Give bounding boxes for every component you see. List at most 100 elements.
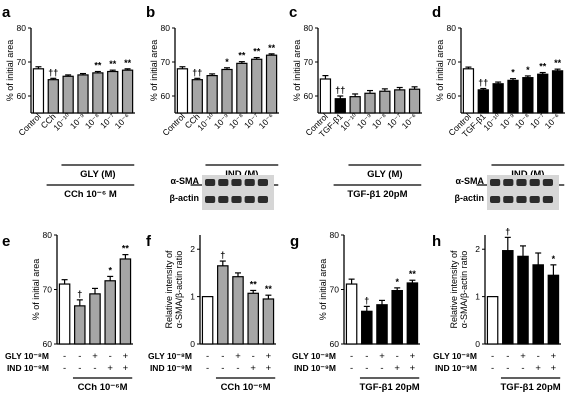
condition-row-label: GLY 10⁻⁸M xyxy=(5,351,49,361)
condition-sign: + xyxy=(379,351,385,362)
condition-sign: + xyxy=(535,363,541,374)
condition-sign: - xyxy=(350,363,353,374)
significance-mark: ** xyxy=(109,59,117,69)
bar xyxy=(551,70,564,114)
y-tick-label: 0 xyxy=(475,339,480,349)
y-axis-label: % of initial area xyxy=(292,40,302,102)
bar xyxy=(345,283,358,345)
bar xyxy=(217,265,229,345)
bar xyxy=(492,83,504,114)
bar xyxy=(408,88,421,114)
condition-row-label: GLY 10⁻⁸M xyxy=(148,351,192,361)
blot-band-bactin xyxy=(257,196,268,203)
bar xyxy=(364,92,376,114)
blot-band-bactin xyxy=(205,196,216,203)
blot-band-asma xyxy=(205,179,216,186)
group-label: IND (M) xyxy=(225,169,258,180)
y-axis-label: α-SMA/β-actin ratio xyxy=(174,251,184,328)
significance-mark: ** xyxy=(253,47,261,57)
bar xyxy=(191,79,203,114)
bar xyxy=(262,298,275,345)
condition-sign: - xyxy=(236,363,239,374)
condition-sign: + xyxy=(123,351,129,362)
panel-label: c xyxy=(289,4,297,21)
bar xyxy=(462,68,475,114)
y-tick-label: 80 xyxy=(43,230,53,240)
x-tick-label: 10⁻⁶ xyxy=(543,111,562,130)
y-axis-label: % of initial area xyxy=(5,40,15,102)
bar xyxy=(236,62,248,114)
blot-label-asma: α-SMA xyxy=(455,176,484,186)
condition-sign: - xyxy=(63,351,66,362)
group-label: IND (M) xyxy=(511,169,544,180)
significance-mark: †† xyxy=(335,85,345,95)
panel-label: e xyxy=(2,233,10,250)
bar xyxy=(522,77,534,114)
western-blot-h: α-SMA β-actin xyxy=(455,175,559,210)
condition-sign: - xyxy=(206,363,209,374)
panel-label: b xyxy=(146,4,155,21)
bar xyxy=(486,296,499,345)
bar xyxy=(206,74,218,114)
bar xyxy=(121,69,134,114)
group-label: CCh 10⁻⁶M xyxy=(221,382,271,393)
condition-sign: - xyxy=(78,351,81,362)
blot-band-bactin xyxy=(529,196,540,203)
blot-band-bactin xyxy=(542,196,553,203)
y-tick-label: 0 xyxy=(190,339,195,349)
chart-panel-h: h 0 1 2 Relative intensity of α-SMA/β-actin r… xyxy=(432,226,561,393)
y-tick-label: 80 xyxy=(330,230,340,240)
y-axis-label: Relative intensity of xyxy=(449,250,459,329)
panel-label: d xyxy=(432,4,441,21)
condition-sign: - xyxy=(506,351,509,362)
condition-sign: + xyxy=(92,351,98,362)
condition-sign: + xyxy=(266,363,272,374)
significance-mark: * xyxy=(395,277,399,287)
bar xyxy=(58,283,71,345)
condition-sign: - xyxy=(521,363,524,374)
blot-band-asma xyxy=(542,179,553,186)
significance-mark: ** xyxy=(250,279,258,289)
condition-row-label: GLY 10⁻⁸M xyxy=(292,351,336,361)
significance-mark: † xyxy=(505,226,510,236)
condition-row-label: IND 10⁻⁹M xyxy=(294,363,336,373)
y-axis-label: % of initial area xyxy=(149,40,159,102)
blot-band-asma xyxy=(529,179,540,186)
blot-band-asma xyxy=(244,179,255,186)
significance-mark: †† xyxy=(478,78,488,88)
bar xyxy=(502,250,514,345)
bar xyxy=(319,78,332,114)
condition-sign: + xyxy=(551,363,557,374)
condition-sign: + xyxy=(410,363,416,374)
blot-band-asma xyxy=(503,179,514,186)
condition-sign: - xyxy=(93,363,96,374)
blot-band-asma xyxy=(516,179,527,186)
condition-sign: - xyxy=(78,363,81,374)
significance-mark: ** xyxy=(554,58,562,68)
condition-sign: - xyxy=(491,351,494,362)
significance-mark: †† xyxy=(192,67,202,77)
significance-mark: †† xyxy=(48,67,58,77)
condition-sign: - xyxy=(221,351,224,362)
y-axis-label: % of initial area xyxy=(435,40,445,102)
condition-sign: - xyxy=(109,351,112,362)
condition-sign: - xyxy=(365,363,368,374)
y-tick-label: 80 xyxy=(447,23,457,33)
condition-sign: - xyxy=(537,351,540,362)
bar xyxy=(221,68,233,114)
blot-band-asma xyxy=(257,179,268,186)
significance-mark: ** xyxy=(94,61,102,71)
group-label: CCh 10⁻⁶ M xyxy=(64,189,117,200)
bar xyxy=(176,68,189,114)
significance-mark: ** xyxy=(265,284,273,294)
y-tick-label: 60 xyxy=(43,339,53,349)
condition-sign: + xyxy=(235,351,241,362)
y-tick-label: 70 xyxy=(304,57,314,67)
bar xyxy=(107,70,119,114)
condition-sign: - xyxy=(491,363,494,374)
significance-mark: ** xyxy=(409,269,417,279)
significance-mark: * xyxy=(511,68,515,78)
bar xyxy=(477,89,489,114)
